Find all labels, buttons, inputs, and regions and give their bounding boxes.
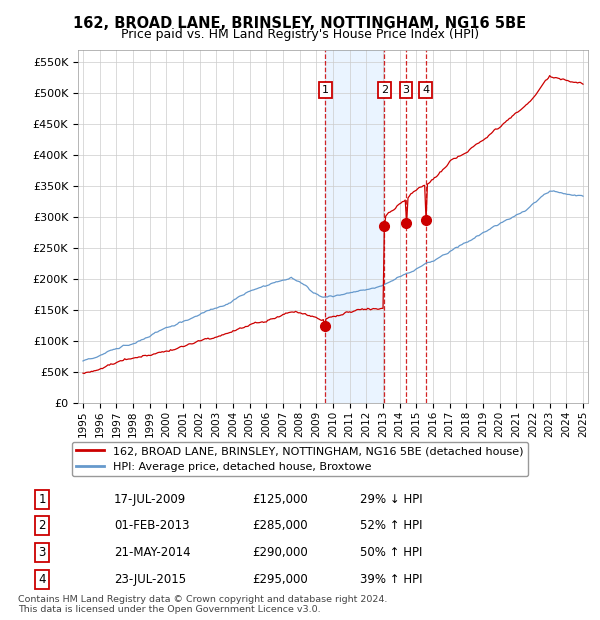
- Text: 23-JUL-2015: 23-JUL-2015: [114, 573, 186, 585]
- Text: 4: 4: [422, 85, 429, 95]
- Text: £285,000: £285,000: [252, 520, 308, 532]
- Text: 1: 1: [38, 493, 46, 505]
- Text: 52% ↑ HPI: 52% ↑ HPI: [360, 520, 422, 532]
- Text: £125,000: £125,000: [252, 493, 308, 505]
- Text: Price paid vs. HM Land Registry's House Price Index (HPI): Price paid vs. HM Land Registry's House …: [121, 28, 479, 41]
- Text: 29% ↓ HPI: 29% ↓ HPI: [360, 493, 422, 505]
- Text: £295,000: £295,000: [252, 573, 308, 585]
- Text: 1: 1: [322, 85, 329, 95]
- Text: 50% ↑ HPI: 50% ↑ HPI: [360, 546, 422, 559]
- Text: 39% ↑ HPI: 39% ↑ HPI: [360, 573, 422, 585]
- Text: This data is licensed under the Open Government Licence v3.0.: This data is licensed under the Open Gov…: [18, 604, 320, 614]
- Text: 3: 3: [38, 546, 46, 559]
- Text: £290,000: £290,000: [252, 546, 308, 559]
- Text: 4: 4: [38, 573, 46, 585]
- Text: 2: 2: [38, 520, 46, 532]
- Text: 17-JUL-2009: 17-JUL-2009: [114, 493, 186, 505]
- Text: 01-FEB-2013: 01-FEB-2013: [114, 520, 190, 532]
- Legend: 162, BROAD LANE, BRINSLEY, NOTTINGHAM, NG16 5BE (detached house), HPI: Average p: 162, BROAD LANE, BRINSLEY, NOTTINGHAM, N…: [72, 441, 528, 476]
- Text: 2: 2: [381, 85, 388, 95]
- Bar: [325, 50, 385, 403]
- Text: 3: 3: [403, 85, 410, 95]
- Text: 21-MAY-2014: 21-MAY-2014: [114, 546, 191, 559]
- Text: 162, BROAD LANE, BRINSLEY, NOTTINGHAM, NG16 5BE: 162, BROAD LANE, BRINSLEY, NOTTINGHAM, N…: [73, 16, 527, 30]
- Text: Contains HM Land Registry data © Crown copyright and database right 2024.: Contains HM Land Registry data © Crown c…: [18, 595, 388, 604]
